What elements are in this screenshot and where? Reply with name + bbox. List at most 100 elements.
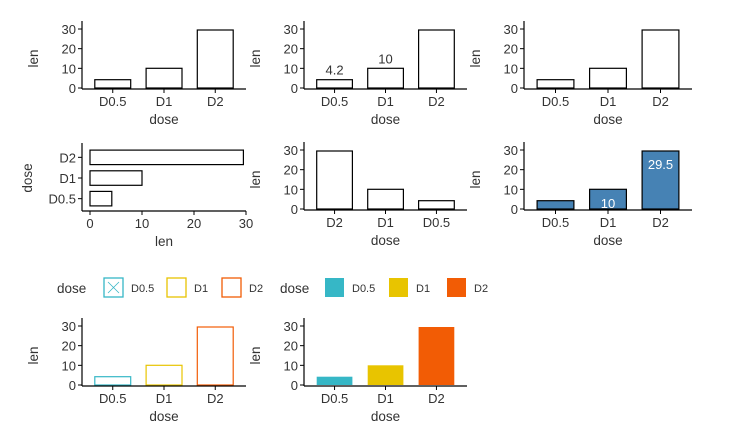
- y-tick-label: 20: [62, 42, 76, 57]
- x-tick-label: D1: [377, 215, 394, 230]
- y-axis-title: len: [468, 49, 483, 67]
- x-tick-label: D2: [652, 94, 669, 109]
- y-tick-label: 0: [291, 81, 298, 96]
- data-label: 10: [378, 51, 392, 66]
- data-label: 29.5: [648, 157, 673, 172]
- x-tick-label: D0.5: [99, 94, 126, 109]
- y-axis-title: dose: [20, 163, 35, 192]
- y-axis-title: len: [248, 170, 263, 188]
- x-axis-title: dose: [371, 233, 400, 248]
- y-axis-title: len: [468, 170, 483, 188]
- chart-panel-1: 0 10 20 30 D0.5 D1 D2 dose len: [26, 21, 246, 127]
- bar-D1: [588, 188, 627, 210]
- x-axis-title: len: [155, 234, 173, 249]
- y-tick-label: 10: [284, 182, 298, 197]
- x-axis-title: dose: [371, 112, 400, 127]
- y-tick-label: D0.5: [49, 192, 76, 207]
- x-tick-label: D2: [428, 391, 445, 406]
- x-tick-label: 10: [135, 216, 149, 231]
- y-tick-label: 0: [291, 202, 298, 217]
- bar-D0.5: [94, 376, 132, 386]
- bar-D2: [418, 29, 455, 89]
- y-tick-label: 30: [284, 319, 298, 334]
- bar-D1: [145, 364, 183, 386]
- bar-D2: [418, 327, 455, 385]
- x-tick-label: D1: [600, 94, 617, 109]
- data-label: 10: [601, 196, 615, 211]
- x-tick-label: D0.5: [423, 215, 450, 230]
- y-tick-label: 0: [511, 202, 518, 217]
- legend-key: [447, 278, 466, 297]
- y-tick-label: 0: [69, 378, 76, 393]
- bar-D0.5: [316, 79, 354, 89]
- legend-key: [389, 278, 408, 297]
- legend-label: D0.5: [352, 283, 375, 295]
- y-axis-title: len: [248, 49, 263, 67]
- x-tick-label: D0.5: [542, 215, 569, 230]
- y-tick-label: 30: [62, 22, 76, 37]
- bar-D2: [316, 150, 354, 210]
- y-tick-label: 20: [284, 339, 298, 354]
- bar-D2: [641, 29, 680, 89]
- bar-D0.5: [536, 79, 575, 89]
- y-tick-label: 20: [504, 163, 518, 178]
- y-tick-label: 30: [504, 143, 518, 158]
- bar-D1: [588, 67, 627, 89]
- y-tick-label: 30: [284, 22, 298, 37]
- x-axis-title: dose: [371, 409, 400, 424]
- x-tick-label: D2: [207, 94, 224, 109]
- bar-D2: [89, 149, 244, 166]
- y-tick-label: 20: [284, 163, 298, 178]
- legend-key: [221, 277, 242, 298]
- y-tick-label: 0: [69, 81, 76, 96]
- x-axis-title: dose: [593, 112, 622, 127]
- bar-D1: [367, 67, 405, 89]
- x-tick-label: D0.5: [321, 94, 348, 109]
- legend-label: D0.5: [131, 283, 154, 295]
- legend-key: [166, 277, 187, 298]
- y-tick-label: 30: [62, 319, 76, 334]
- bar-D2: [641, 150, 680, 210]
- y-tick-label: D2: [59, 150, 76, 165]
- legend-title: dose: [57, 281, 86, 296]
- y-axis-title: len: [248, 346, 263, 364]
- y-tick-label: 10: [284, 358, 298, 373]
- x-tick-label: D2: [207, 391, 224, 406]
- x-axis-title: dose: [149, 409, 178, 424]
- bar-D1: [89, 170, 143, 186]
- legend-1: dose D0.5 D1 D2: [57, 277, 263, 298]
- bar-D1: [145, 67, 183, 89]
- x-tick-label: D1: [377, 391, 394, 406]
- y-tick-label: 10: [504, 61, 518, 76]
- x-tick-label: 0: [86, 216, 93, 231]
- y-tick-label: 10: [62, 61, 76, 76]
- legend-title: dose: [280, 281, 309, 296]
- chart-panel-4: D0.5 D1 D2 0 10 20 30 len dose: [20, 143, 253, 249]
- legend-label: D1: [416, 283, 430, 295]
- y-tick-label: 30: [504, 22, 518, 37]
- y-tick-label: 20: [62, 339, 76, 354]
- x-axis-title: dose: [593, 233, 622, 248]
- y-tick-label: 10: [504, 182, 518, 197]
- legend-key: [325, 278, 344, 297]
- chart-panel-5: 0 10 20 30 D2 D1 D0.5 dose len: [248, 142, 467, 248]
- x-tick-label: 20: [187, 216, 201, 231]
- chart-panel-8: 0 10 20 30 D0.5 D1 D2 dose len: [248, 318, 467, 424]
- y-tick-label: 0: [511, 81, 518, 96]
- legend-key: [103, 277, 124, 298]
- legend-label: D1: [194, 283, 208, 295]
- legend-2: dose D0.5 D1 D2: [280, 278, 488, 297]
- bar-D1: [367, 188, 405, 210]
- legend-label: D2: [474, 283, 488, 295]
- legend-key-mark: [107, 281, 120, 294]
- bar-D2: [196, 326, 234, 386]
- x-axis-title: dose: [149, 112, 178, 127]
- x-tick-label: D2: [428, 94, 445, 109]
- x-tick-label: D0.5: [99, 391, 126, 406]
- x-tick-label: D1: [600, 215, 617, 230]
- y-tick-label: 30: [284, 143, 298, 158]
- x-tick-label: 30: [239, 216, 253, 231]
- y-tick-label: 10: [62, 358, 76, 373]
